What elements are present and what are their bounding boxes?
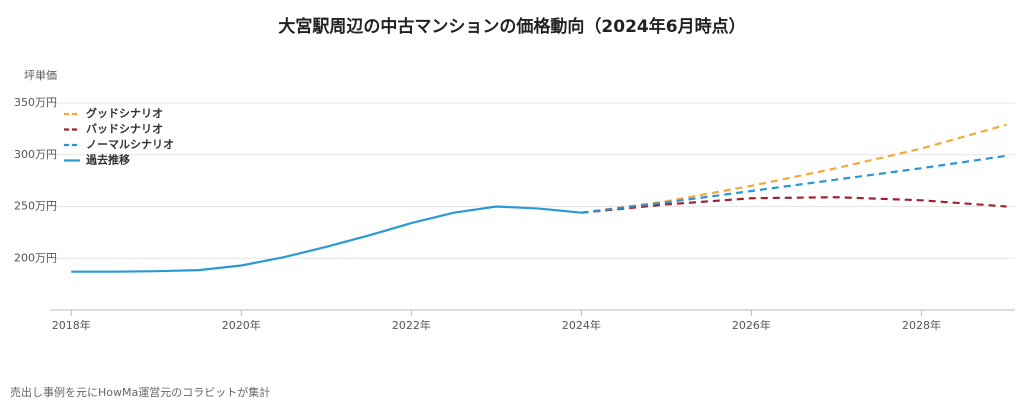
x-tick-label: 2022年: [392, 318, 431, 332]
legend-label: ノーマルシナリオ: [86, 138, 174, 151]
y-tick-label: 350万円: [14, 96, 57, 109]
series-line: [581, 123, 1007, 214]
x-tick-label: 2024年: [562, 318, 601, 332]
series-line: [71, 205, 582, 273]
note: 売出し事例を元にHowMa運営元のコラビットが集計: [10, 385, 270, 399]
legend-label: バッドシナリオ: [86, 123, 163, 136]
legend-label: グッドシナリオ: [86, 106, 163, 120]
series-line: [581, 154, 1007, 214]
x-tick-label: 2020年: [222, 318, 261, 332]
x-tick-label: 2018年: [52, 318, 91, 332]
chart-title: 大宮駅周辺の中古マンションの価格動向（2024年6月時点）: [278, 16, 745, 37]
x-tick-label: 2026年: [732, 318, 771, 332]
y-axis-label: 坪単価: [24, 68, 57, 82]
x-tick-label: 2028年: [902, 318, 941, 332]
series-line: [581, 196, 1007, 214]
legend-label: 過去推移: [85, 153, 130, 167]
y-tick-label: 300万円: [14, 148, 57, 161]
y-tick-label: 250万円: [14, 200, 57, 213]
y-tick-label: 200万円: [14, 251, 57, 264]
